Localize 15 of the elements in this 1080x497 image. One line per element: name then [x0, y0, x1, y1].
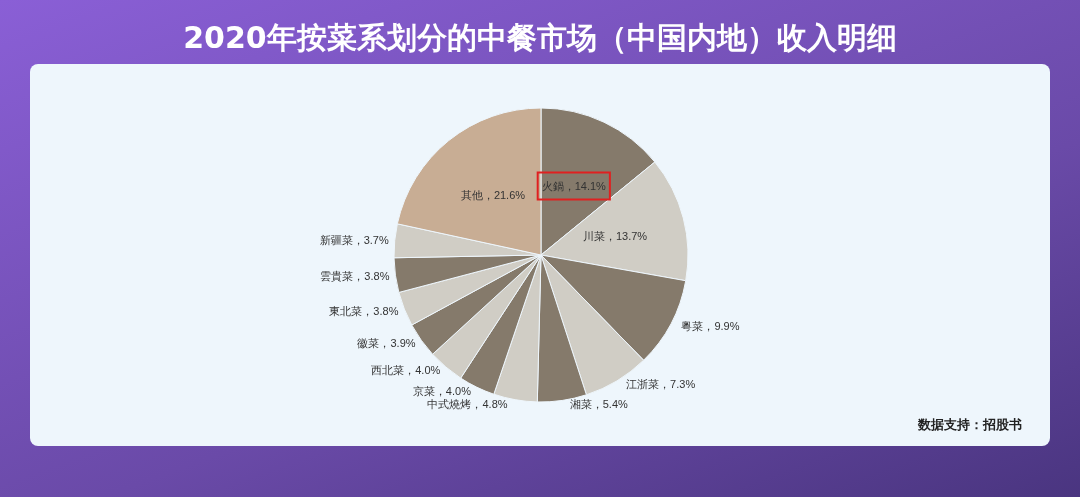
slice-label: 川菜，13.7% [582, 229, 648, 242]
slice-label: 粵菜，9.9% [681, 319, 740, 332]
slice-label: 江浙菜，7.3% [626, 378, 696, 391]
slice-label: 火鍋，14.1% [541, 179, 607, 192]
slice-label: 京菜，4.0% [412, 384, 472, 397]
slice-label: 徽菜，3.9% [357, 336, 416, 349]
slice-label: 中式燒烤，4.8% [427, 397, 508, 410]
text: 数据支持：招股书 [918, 416, 1022, 434]
slice-label: 其他，21.6% [460, 189, 526, 202]
chart-title: 2020年按菜系划分的中餐市场（中国内地）收入明细 [182, 19, 898, 57]
slice-label: 東北菜，3.8% [329, 304, 399, 317]
slice-label: 雲貴菜，3.8% [320, 269, 390, 282]
slice-label: 新疆菜，3.7% [319, 234, 389, 247]
slice-label: 西北菜，4.0% [371, 364, 441, 377]
slice-label: 湘菜，5.4% [569, 398, 629, 411]
